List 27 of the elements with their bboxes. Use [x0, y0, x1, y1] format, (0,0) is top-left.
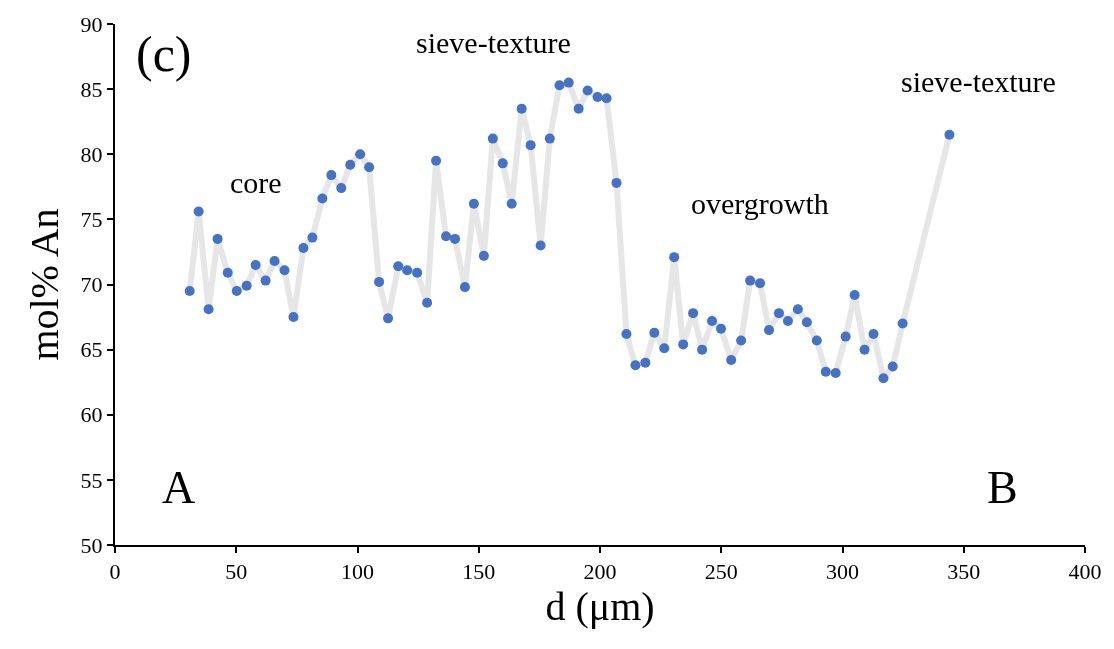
x-tick-label: 150	[462, 559, 496, 585]
x-axis-title: d (μm)	[545, 584, 655, 630]
x-tick-label: 350	[947, 559, 981, 585]
x-tick-label: 400	[1068, 559, 1102, 585]
y-tick-label: 55	[80, 467, 103, 493]
x-tick-label: 0	[109, 559, 121, 585]
annotation: sieve-texture	[901, 65, 1056, 98]
y-axis-title: mol% An	[21, 208, 67, 361]
x-tick-label: 100	[341, 559, 374, 585]
y-tick-label: 80	[80, 141, 103, 167]
x-tick-label: 200	[583, 559, 617, 585]
x-tick-label: 300	[826, 559, 859, 585]
y-tick-label: 65	[80, 337, 103, 363]
y-tick-label: 75	[80, 207, 103, 233]
annotation: overgrowth	[691, 187, 829, 220]
x-tick-label: 250	[704, 559, 738, 585]
y-tick-label: 70	[80, 272, 103, 298]
y-tick-label: 50	[80, 532, 103, 558]
y-tick-label: 90	[80, 11, 103, 37]
annotation: core	[230, 166, 282, 199]
y-tick-label: 60	[80, 402, 103, 428]
x-tick-label: 50	[225, 559, 248, 585]
annotation: B	[987, 462, 1018, 513]
annotation: (c)	[136, 26, 192, 82]
annotation: sieve-texture	[416, 26, 571, 59]
y-tick-label: 85	[80, 76, 103, 102]
annotation: A	[162, 462, 196, 513]
